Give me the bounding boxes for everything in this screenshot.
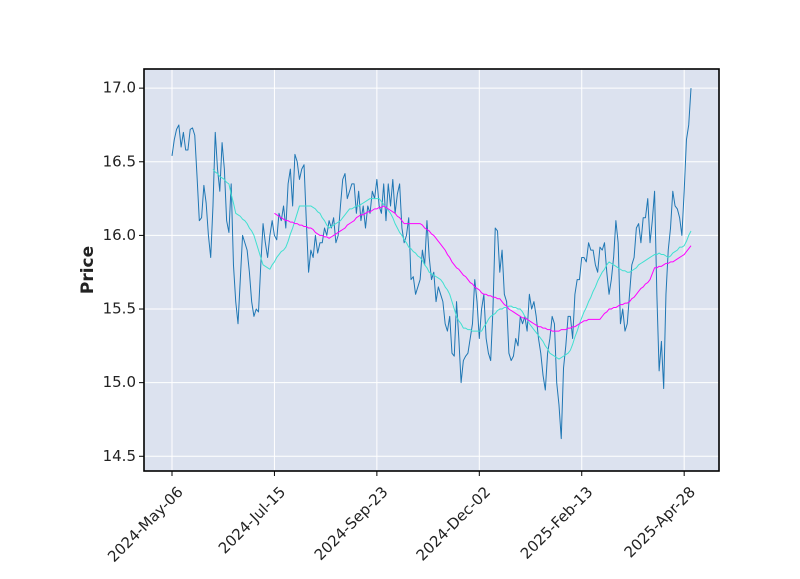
x-tick-label: 2024-Dec-02 (413, 483, 494, 564)
y-tick-label: 17.0 (103, 79, 136, 97)
y-axis-label: Price (78, 246, 98, 294)
plot-area (144, 69, 719, 471)
plot-frame (143, 68, 720, 472)
y-tick-label: 14.5 (103, 447, 136, 465)
y-tick-label: 15.5 (103, 300, 136, 318)
x-tick-label: 2024-Jul-15 (215, 483, 289, 557)
x-tick-label: 2024-May-06 (104, 483, 187, 566)
x-tick-label: 2025-Feb-13 (517, 483, 597, 563)
grid (144, 69, 719, 471)
y-tick-label: 15.0 (103, 373, 136, 391)
line-series (171, 88, 692, 440)
x-tick-label: 2024-Sep-23 (311, 483, 392, 564)
y-tick-label: 16.5 (103, 152, 136, 170)
line-series (212, 168, 692, 360)
y-tick-label: 16.0 (103, 226, 136, 244)
lines (171, 88, 692, 440)
line-series (274, 205, 692, 332)
x-tick-label: 2025-Apr-28 (621, 483, 699, 561)
